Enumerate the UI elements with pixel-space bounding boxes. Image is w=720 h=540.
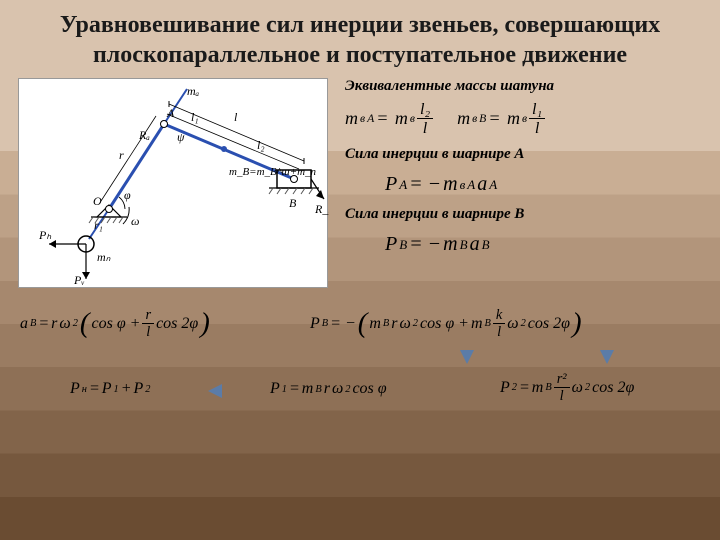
arrow-down-icon: [600, 350, 614, 364]
lbl-A: A: [166, 106, 175, 120]
lbl-B: B: [289, 196, 297, 210]
lbl-O: O: [93, 194, 102, 208]
lbl-l: l: [234, 110, 238, 124]
eq-PA: PA = −mвAaA: [385, 173, 497, 196]
arrow-down-icon: [460, 350, 474, 364]
slide-title: Уравновешивание сил инерции звеньев, сов…: [0, 0, 720, 78]
eq-PBexp: PB = − ( mBrω2 cos φ + mB kl ω2 cos 2φ ): [310, 308, 582, 340]
hdr-equiv: Эквивалентные массы шатуна: [345, 78, 705, 95]
eq-P1: P1 = mBrω2 cos φ: [270, 380, 387, 398]
lbl-Ra: Rₐ: [138, 128, 150, 142]
lbl-r: r: [119, 148, 124, 162]
hdr-forceB: Сила инерции в шарнире B: [345, 206, 705, 223]
eq-equiv-masses: mвA = mв l₂l mвB = mв l₁l: [345, 101, 705, 136]
lbl-l1: l₁: [191, 110, 199, 124]
mechanism-diagram: A B O l l₁ l₂ r r₁ ω φ ψ mₐ mₙ Pᵥ Pₕ Rₐ …: [18, 78, 328, 288]
lbl-omega: ω: [131, 214, 139, 228]
right-column: Эквивалентные массы шатуна mвA = mв l₂l …: [345, 78, 705, 256]
lbl-Pv: Pᵥ: [73, 273, 85, 287]
lbl-mass-right: m_B=m_B^ш+m_n: [229, 166, 317, 178]
lbl-r1: r₁: [94, 218, 103, 232]
hdr-forceA: Сила инерции в шарнире A: [345, 146, 705, 163]
eq-aB: aB = rω2 ( cos φ + rl cos 2φ ): [20, 308, 210, 340]
lbl-l2: l₂: [257, 138, 265, 152]
lbl-mA: mₐ: [187, 84, 200, 98]
lbl-Ph: Pₕ: [38, 228, 51, 242]
eq-Pn: Pн = P1 + P2: [70, 380, 151, 398]
lbl-Rb: R_b: [314, 202, 329, 216]
lbl-psi: ψ: [177, 130, 185, 144]
lbl-mn: mₙ: [97, 250, 111, 264]
eq-P2: P2 = mB r²l ω2 cos 2φ: [500, 372, 634, 404]
eq-PB: PB = −mBaB: [385, 233, 490, 256]
lbl-phi: φ: [124, 188, 131, 202]
arrow-left-icon: [208, 384, 222, 398]
